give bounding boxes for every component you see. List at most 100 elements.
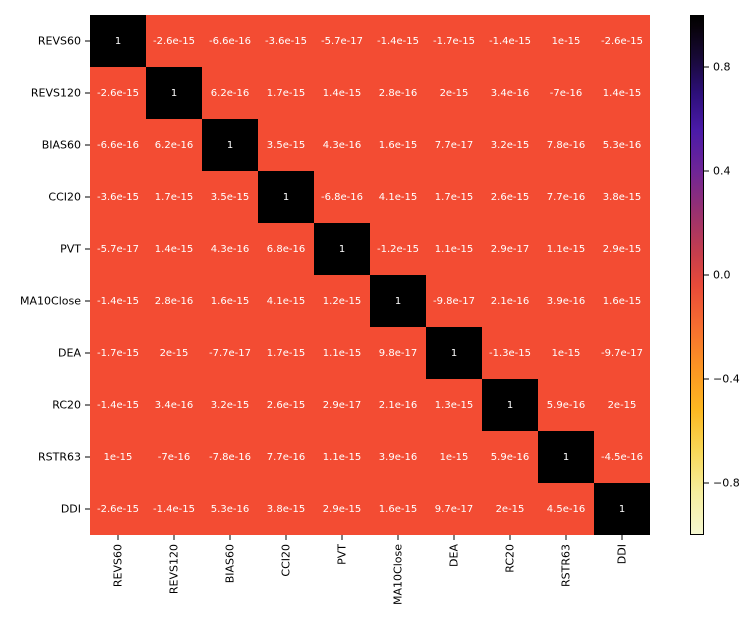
y-tick-label: MA10Close: [20, 295, 81, 308]
colorbar-tick-label: 0.0: [713, 269, 731, 282]
colorbar-tick-label: 0.8: [713, 61, 731, 74]
heatmap-cell-value: 2.1e-16: [379, 400, 417, 411]
heatmap-cell-value: 1.1e-15: [547, 244, 585, 255]
heatmap-cell: 1.3e-15: [426, 379, 482, 431]
colorbar-tick-label: −0.4: [713, 373, 740, 386]
heatmap-cell-value: 6.2e-16: [155, 140, 193, 151]
heatmap-cell-value: -1.4e-15: [97, 400, 139, 411]
heatmap-cell-value: -6.8e-16: [321, 192, 363, 203]
heatmap-cell: -1.4e-15: [90, 379, 146, 431]
tick-mark: [342, 535, 343, 540]
x-tick-label: RC20: [504, 544, 517, 573]
heatmap-cell-value: 7.7e-17: [435, 140, 473, 151]
heatmap-cell: -6.6e-16: [90, 119, 146, 171]
heatmap-cell-value: 4.3e-16: [211, 244, 249, 255]
heatmap-cell-value: -3.6e-15: [265, 36, 307, 47]
heatmap-cell: 1e-15: [426, 431, 482, 483]
heatmap-cell: -2.6e-15: [146, 15, 202, 67]
tick-mark: [622, 535, 623, 540]
heatmap-cell: 1.4e-15: [146, 223, 202, 275]
y-tick: BIAS60: [42, 139, 90, 152]
heatmap-cell-value: 2.9e-17: [323, 400, 361, 411]
heatmap-cell: 1: [538, 431, 594, 483]
heatmap-cell: 4.1e-15: [258, 275, 314, 327]
heatmap-cell: 3.9e-16: [370, 431, 426, 483]
heatmap-cell: 3.4e-16: [146, 379, 202, 431]
colorbar-tick-label: −0.8: [713, 477, 740, 490]
heatmap-cell: -7.7e-17: [202, 327, 258, 379]
heatmap-cell-value: 6.2e-16: [211, 88, 249, 99]
heatmap-cell: 2e-15: [146, 327, 202, 379]
heatmap-cell-value: 1.4e-15: [323, 88, 361, 99]
heatmap-cell: 1: [90, 15, 146, 67]
tick-mark: [454, 535, 455, 540]
heatmap-cell: 1.6e-15: [370, 119, 426, 171]
heatmap-cell: 9.7e-17: [426, 483, 482, 535]
heatmap-cell-value: 2.9e-17: [491, 244, 529, 255]
heatmap-cell: 7.7e-16: [258, 431, 314, 483]
heatmap-cell: -1.4e-15: [146, 483, 202, 535]
heatmap-cell: 3.2e-15: [202, 379, 258, 431]
y-tick-label: REVS120: [31, 87, 81, 100]
heatmap-cell-value: 1e-15: [104, 452, 133, 463]
heatmap-cell: 6.2e-16: [202, 67, 258, 119]
heatmap-cell: -5.7e-17: [314, 15, 370, 67]
heatmap-cell: 1.7e-15: [146, 171, 202, 223]
heatmap-cell-value: 1: [283, 192, 289, 203]
heatmap-cell: 7.7e-17: [426, 119, 482, 171]
heatmap-cell-value: 1: [507, 400, 513, 411]
heatmap-cell: 1.7e-15: [426, 171, 482, 223]
heatmap-cell: 1.4e-15: [314, 67, 370, 119]
heatmap-cell-value: 5.3e-16: [211, 504, 249, 515]
heatmap-cell: -1.4e-15: [482, 15, 538, 67]
heatmap-cell-value: 5.9e-16: [547, 400, 585, 411]
heatmap-cell: 3.9e-16: [538, 275, 594, 327]
heatmap-cell: 7.7e-16: [538, 171, 594, 223]
heatmap-cell-value: -9.8e-17: [433, 296, 475, 307]
heatmap-cell: -3.6e-15: [258, 15, 314, 67]
heatmap-cell: 2.6e-15: [258, 379, 314, 431]
heatmap-cell: -5.7e-17: [90, 223, 146, 275]
y-tick: MA10Close: [20, 295, 90, 308]
heatmap-cell-value: -6.6e-16: [209, 36, 251, 47]
heatmap-cell: 1.6e-15: [594, 275, 650, 327]
heatmap-cell: 1.1e-15: [314, 327, 370, 379]
heatmap-cell-value: 2.8e-16: [379, 88, 417, 99]
heatmap-cell-value: -2.6e-15: [601, 36, 643, 47]
colorbar-ticks: 0.80.40.0−0.4−0.8: [704, 15, 754, 535]
heatmap-grid: 1-2.6e-15-6.6e-16-3.6e-15-5.7e-17-1.4e-1…: [90, 15, 650, 535]
colorbar-tick: −0.8: [704, 477, 740, 490]
heatmap-cell: 9.8e-17: [370, 327, 426, 379]
heatmap-cell-value: 2e-15: [160, 348, 189, 359]
tick-mark: [398, 535, 399, 540]
heatmap-cell-value: 1.3e-15: [435, 400, 473, 411]
heatmap-plot-area: 1-2.6e-15-6.6e-16-3.6e-15-5.7e-17-1.4e-1…: [90, 15, 650, 535]
heatmap-cell: 1: [314, 223, 370, 275]
heatmap-cell-value: 3.4e-16: [491, 88, 529, 99]
x-tick-label: DEA: [448, 544, 461, 567]
heatmap-cell-value: -1.4e-15: [489, 36, 531, 47]
heatmap-cell-value: -5.7e-17: [97, 244, 139, 255]
heatmap-cell-value: 9.8e-17: [379, 348, 417, 359]
heatmap-cell: -2.6e-15: [594, 15, 650, 67]
heatmap-cell: -2.6e-15: [90, 67, 146, 119]
x-tick: REVS60: [112, 535, 125, 587]
y-tick: RSTR63: [38, 451, 90, 464]
heatmap-cell-value: -1.4e-15: [377, 36, 419, 47]
tick-mark: [566, 535, 567, 540]
heatmap-cell: 1.4e-15: [594, 67, 650, 119]
heatmap-cell: 4.1e-15: [370, 171, 426, 223]
heatmap-cell-value: 1.6e-15: [603, 296, 641, 307]
y-tick-label: RC20: [52, 399, 81, 412]
heatmap-cell: 1: [482, 379, 538, 431]
heatmap-cell-value: 3.5e-15: [267, 140, 305, 151]
heatmap-cell-value: -6.6e-16: [97, 140, 139, 151]
y-tick-label: REVS60: [38, 35, 81, 48]
heatmap-cell: 1e-15: [538, 15, 594, 67]
heatmap-cell-value: -2.6e-15: [97, 88, 139, 99]
heatmap-cell-value: 2.9e-15: [603, 244, 641, 255]
heatmap-cell-value: 2e-15: [608, 400, 637, 411]
tick-mark: [704, 275, 709, 276]
heatmap-cell: -6.8e-16: [314, 171, 370, 223]
heatmap-cell: -3.6e-15: [90, 171, 146, 223]
